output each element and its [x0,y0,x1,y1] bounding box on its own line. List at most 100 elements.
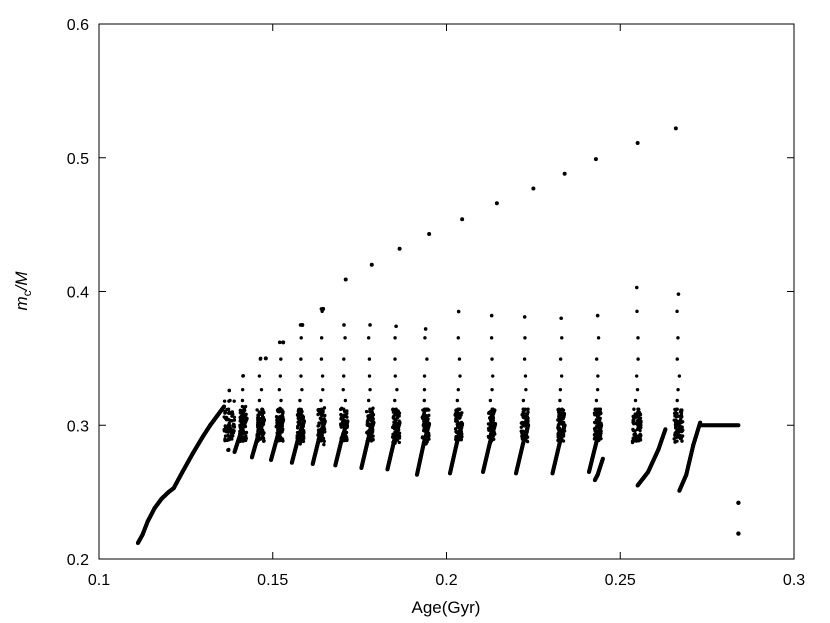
spike-point [341,407,346,411]
cluster-point [391,440,395,445]
cluster-point [677,435,681,439]
cluster-point [397,440,402,445]
spike-point [277,407,281,411]
cluster-point [223,410,228,415]
spike-top-point [676,292,681,296]
spike-top-point [634,285,639,290]
cluster-point [639,425,643,430]
y-tick-label: 0.2 [67,552,89,569]
spike-point [524,387,528,392]
spike-point [560,407,564,411]
envelope-point [321,306,326,311]
cluster-point [556,433,560,437]
cluster-point [561,420,565,425]
cluster-point [295,430,300,435]
data-points [135,126,741,545]
envelope-point [593,157,598,162]
spike-point [636,357,640,361]
cluster-point [319,439,323,443]
spike-point [368,407,372,411]
spike-point [594,398,599,403]
cluster-point [525,427,530,431]
cluster-point [322,406,327,410]
cluster-point [238,423,242,428]
cluster-point [339,436,343,441]
spike-point [319,407,324,411]
y-axis-label-tail: /M [12,271,31,292]
cluster-point [317,435,321,440]
cluster-point [320,435,324,439]
spike-top-point [241,373,246,378]
cluster-point [244,418,248,422]
cluster-point [243,431,247,435]
y-tick-label: 0.3 [67,418,89,435]
spike-point [299,374,303,378]
cluster-point [222,427,227,432]
cluster-point [559,428,564,433]
spike-top-point [342,323,346,327]
cluster-point [342,415,346,419]
cluster-point [262,439,266,443]
cluster-point [238,408,243,412]
cluster-point [320,413,324,418]
x-tick-label: 0.3 [783,572,805,589]
cluster-point [319,418,324,422]
spike-point [457,407,461,411]
cluster-point [240,435,244,440]
cluster-point [636,435,640,439]
spike-point [558,387,563,392]
cluster-point [280,417,285,422]
envelope-point [343,277,348,282]
cluster-point [598,416,602,421]
spike-point [299,336,303,340]
spike-point [490,387,494,392]
cluster-point [488,438,493,442]
cluster-point [460,422,464,427]
cluster-point [299,435,304,440]
spike-point [300,387,304,392]
cluster-point [300,426,305,430]
cluster-point [301,429,306,433]
cluster-point [342,421,347,425]
cluster-point [229,434,233,438]
cluster-point [633,412,637,416]
spike-point [366,336,371,340]
spike-point [490,357,494,361]
cluster-point [425,416,429,420]
cluster-point [261,421,266,426]
cluster-point [394,417,398,422]
cluster-point [392,423,396,427]
y-axis-label: mc/M [12,271,34,311]
cluster-point [520,433,525,437]
spike-point [594,357,599,361]
cluster-point [258,422,263,426]
spike-top-point [456,309,461,314]
cluster-point [631,414,635,419]
cluster-point [679,427,684,431]
spike-point [675,357,679,361]
spike-point [456,387,460,392]
cluster-point [422,412,426,416]
cluster-point [276,417,281,421]
cluster-point [227,411,231,415]
cluster-point [369,434,374,439]
spike-top-point [595,313,600,318]
cluster-point [301,439,306,444]
spike-point [425,357,429,361]
cluster-point [296,412,301,416]
spike-point [279,398,283,403]
cluster-point [557,422,561,426]
spike-top-point [258,356,263,361]
spike-point [635,309,639,314]
cluster-point [227,429,232,433]
spike-point [676,336,680,340]
spike-point [559,374,564,378]
cluster-point [557,419,562,423]
cluster-point [228,436,233,441]
segment-point [222,404,227,409]
cluster-point [427,437,431,441]
spike-top-point [227,388,232,393]
cluster-point [460,432,464,436]
spike-point [393,336,397,340]
envelope-point [300,322,305,327]
